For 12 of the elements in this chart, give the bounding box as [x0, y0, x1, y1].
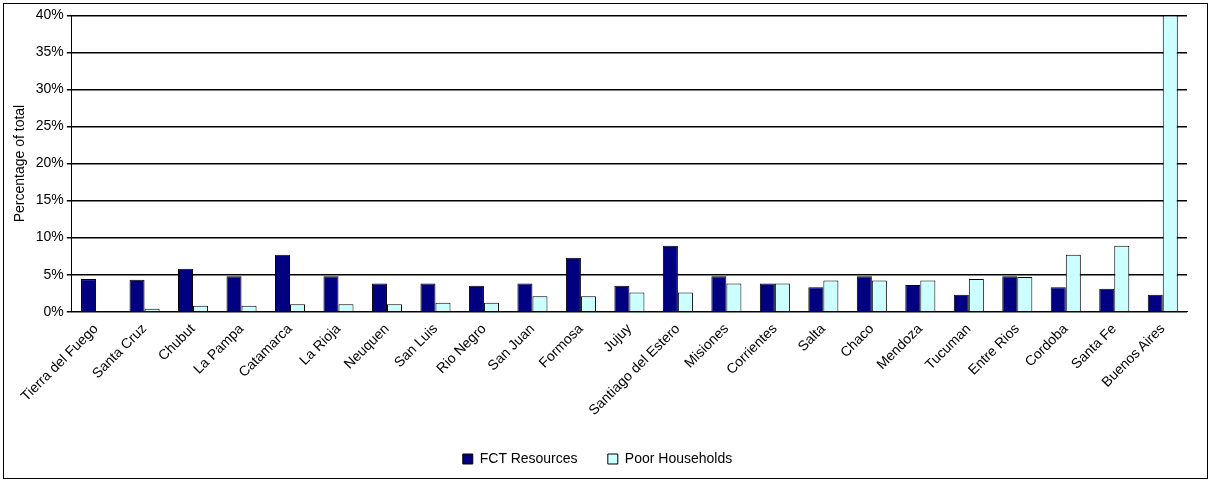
y-tick-label: 25%: [35, 117, 64, 134]
y-tick-label: 10%: [35, 228, 64, 245]
y-tick-label: 30%: [35, 80, 64, 97]
y-axis-title: Percentage of total: [11, 104, 28, 223]
y-tick-label: 20%: [35, 154, 64, 171]
y-tick-label: 35%: [35, 43, 64, 60]
y-tick-label: 15%: [35, 191, 64, 208]
y-tick-label: 5%: [43, 265, 64, 282]
legend-label: FCT Resources: [479, 449, 578, 466]
legend-label: Poor Households: [624, 449, 733, 466]
y-tick-label: 0%: [43, 302, 64, 319]
y-tick-label: 40%: [35, 6, 64, 23]
